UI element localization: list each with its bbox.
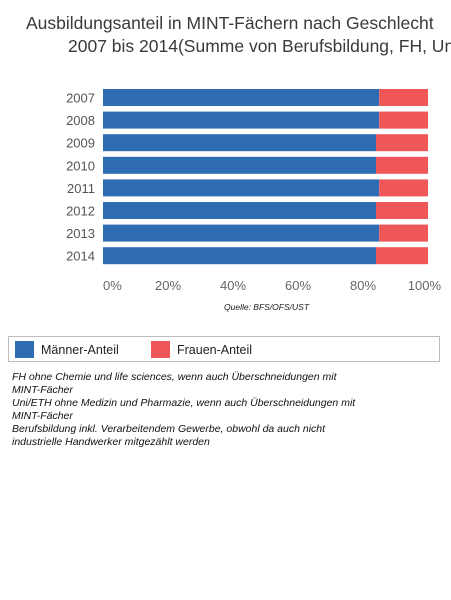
bar-segment-maenner [103,224,380,242]
bar-segment-maenner [103,111,380,129]
bar-segment-frauen [379,111,428,129]
x-tick-label: 80% [350,278,376,293]
x-tick-label: 60% [285,278,311,293]
x-tick-label: 20% [155,278,181,293]
bar-segment-frauen [376,134,428,152]
footnote-line: Uni/ETH ohne Medizin und Pharmazie, wenn… [12,397,356,409]
bar-segment-frauen [376,247,428,265]
footnote-line: MINT-Fächer [12,384,73,396]
footnote-line: MINT-Fächer [12,410,73,422]
bar-segment-frauen [376,156,428,174]
legend-item-maenner: Männer-Anteil [15,341,119,358]
y-tick-label: 2008 [66,113,95,128]
y-tick-label: 2009 [66,136,95,151]
footnote-line: Berufsbildung inkl. Verarbeitendem Gewer… [12,423,326,435]
y-tick-label: 2007 [66,91,95,106]
legend-label-maenner: Männer-Anteil [41,342,119,357]
chart-title-line-2: 2007 bis 2014(Summe von Berufsbildung, F… [68,36,451,56]
y-tick-label: 2010 [66,158,95,173]
legend-label-frauen: Frauen-Anteil [177,342,253,357]
footnote-line: industrielle Handwerker mitgezählt werde… [12,436,210,448]
legend-item-frauen: Frauen-Anteil [151,341,252,358]
bar-segment-maenner [103,156,376,174]
bar-segment-maenner [103,179,380,197]
footnote-line: FH ohne Chemie und life sciences, wenn a… [12,371,337,383]
legend-swatch-maenner [15,341,34,358]
bar-segment-maenner [103,89,380,106]
stacked-bar-chart: 2007 2008 2009 2010 2011 2012 2013 2014 0% 20% 40%… [66,89,442,293]
y-tick-label: 2014 [66,249,95,264]
bar-segment-maenner [103,247,376,265]
x-tick-label: 40% [220,278,246,293]
legend: Männer-Anteil Frauen-Anteil [8,336,440,362]
bar-segment-maenner [103,134,376,152]
y-tick-label: 2011 [67,181,95,196]
legend-swatch-frauen [151,341,170,358]
bar-segment-frauen [376,202,428,219]
bar-segment-frauen [379,179,428,197]
x-tick-label: 0% [103,278,122,293]
bar-segment-maenner [103,202,376,219]
x-tick-label: 100% [408,278,442,293]
y-tick-label: 2013 [66,226,95,241]
y-tick-label: 2012 [66,204,95,219]
chart-title-line-1: Ausbildungsanteil in MINT-Fächern nach G… [26,13,434,33]
bar-segment-frauen [379,224,428,242]
bar-segment-frauen [379,89,428,106]
footnotes: FH ohne Chemie und life sciences, wenn a… [12,371,442,449]
source-note: Quelle: BFS/OFS/UST [224,302,310,312]
